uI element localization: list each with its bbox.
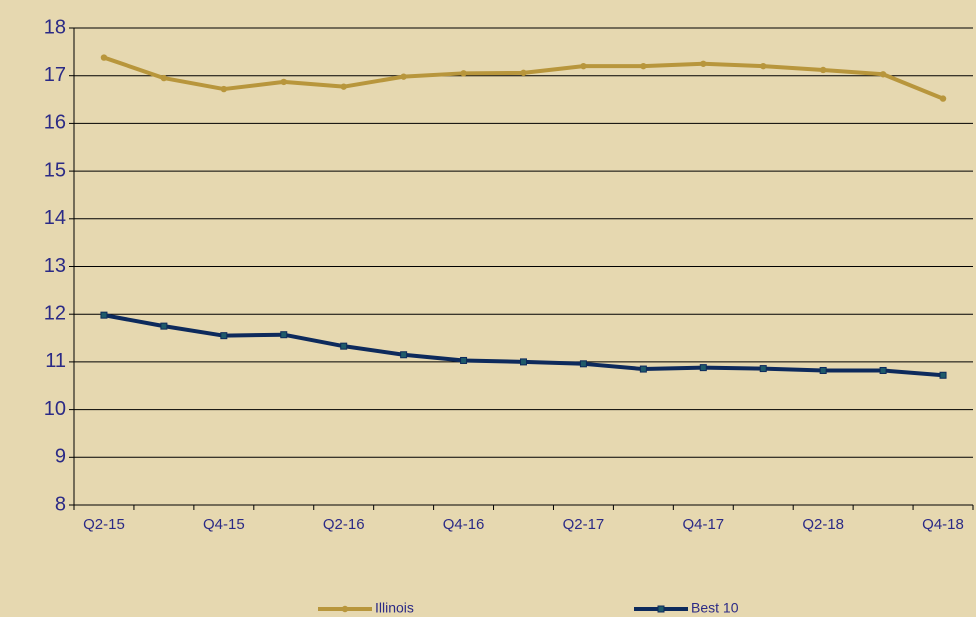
x-tick-label: Q2-17 xyxy=(563,516,605,533)
marker xyxy=(939,371,947,379)
marker xyxy=(579,360,587,368)
marker xyxy=(460,70,467,77)
marker xyxy=(639,365,647,373)
series-line xyxy=(103,55,944,101)
marker xyxy=(520,358,527,366)
marker xyxy=(699,364,707,372)
marker xyxy=(220,332,228,340)
marker xyxy=(879,71,887,78)
marker xyxy=(100,311,108,319)
marker xyxy=(220,85,228,93)
legend-marker xyxy=(657,605,665,613)
marker xyxy=(340,342,348,350)
x-tick-label: Q2-16 xyxy=(323,516,365,533)
y-tick-label: 17 xyxy=(44,64,66,86)
y-tick-label: 12 xyxy=(44,302,66,324)
x-tick-label: Q4-16 xyxy=(443,516,485,533)
series-line xyxy=(103,313,944,378)
legend-label: Best 10 xyxy=(691,600,739,616)
marker xyxy=(759,365,767,373)
marker xyxy=(819,66,827,74)
y-tick-label: 11 xyxy=(45,350,66,372)
marker xyxy=(280,78,287,86)
marker xyxy=(340,83,347,90)
legend-marker xyxy=(341,605,349,613)
x-tick-label: Q4-15 xyxy=(203,516,245,533)
y-tick-label: 8 xyxy=(55,493,66,515)
marker xyxy=(460,356,468,364)
marker xyxy=(879,366,887,374)
marker xyxy=(160,322,168,330)
marker xyxy=(160,74,168,82)
x-tick-label: Q2-18 xyxy=(802,516,844,533)
marker xyxy=(520,69,527,77)
legend-label: Illinois xyxy=(375,600,414,616)
marker xyxy=(939,95,947,102)
y-tick-label: 10 xyxy=(44,398,66,420)
x-tick-label: Q2-15 xyxy=(83,516,125,533)
y-tick-label: 14 xyxy=(44,207,66,229)
marker xyxy=(400,351,408,359)
y-tick-label: 16 xyxy=(44,112,66,134)
marker xyxy=(400,73,407,80)
marker xyxy=(760,62,767,70)
marker xyxy=(700,60,707,67)
y-tick-label: 13 xyxy=(44,255,66,277)
marker xyxy=(280,331,288,339)
marker xyxy=(819,366,827,374)
y-tick-label: 18 xyxy=(44,16,66,38)
x-tick-label: Q4-18 xyxy=(922,516,964,533)
y-tick-label: 9 xyxy=(55,446,66,468)
marker xyxy=(640,62,647,70)
x-tick-label: Q4-17 xyxy=(682,516,724,533)
marker xyxy=(580,62,587,70)
y-tick-label: 15 xyxy=(44,159,66,181)
marker xyxy=(100,54,108,61)
